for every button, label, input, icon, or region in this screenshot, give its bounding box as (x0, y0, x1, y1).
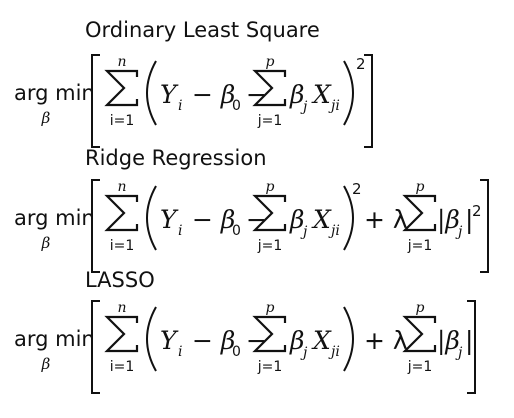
left-bracket (91, 54, 100, 148)
ols-title: Ordinary Least Square (85, 18, 320, 42)
y-subscript-i: i (178, 98, 182, 114)
beta-zero-subscript: 0 (232, 223, 241, 239)
ridge-title: Ridge Regression (85, 146, 267, 170)
minus-sign: − (246, 80, 267, 109)
beta-j: β (289, 326, 304, 355)
beta-zero-subscript: 0 (232, 98, 241, 114)
x-variable: X (311, 205, 332, 234)
abs-beta-j: |β (437, 205, 460, 235)
sum-j-upper-limit: p (266, 54, 275, 70)
argmin-subscript-beta: β (41, 234, 51, 252)
x-variable: X (311, 80, 332, 109)
right-parenthesis (343, 185, 354, 251)
abs-close-bar: | (465, 326, 473, 355)
plus-lambda: + λ (364, 205, 408, 234)
sum-i-lower-limit: i=1 (110, 113, 135, 129)
lasso-title: LASSO (85, 268, 155, 292)
x-subscript-ji: ji (328, 344, 340, 360)
minus-beta-zero: − β (192, 326, 235, 355)
left-parenthesis (146, 306, 157, 372)
right-parenthesis (343, 306, 354, 372)
sum-i-upper-limit: n (117, 54, 126, 70)
sum-j-upper-limit: p (266, 300, 275, 316)
minus-beta-zero: − β (192, 80, 235, 109)
penalty-sum-upper-limit: p (416, 300, 425, 316)
penalty-sum-symbol (402, 315, 437, 353)
squared-exponent: 2 (356, 55, 366, 73)
beta-j-subscript: j (300, 345, 308, 361)
argmin-operator: arg min (14, 81, 95, 105)
y-variable: Y (160, 205, 179, 234)
sum-i-upper-limit: n (117, 300, 126, 316)
y-subscript-i: i (178, 223, 182, 239)
minus-beta-zero: − β (192, 205, 235, 234)
argmin-operator: arg min (14, 206, 95, 230)
left-parenthesis (146, 185, 157, 251)
sum-i-symbol (104, 69, 139, 107)
penalty-squared-exponent: 2 (472, 202, 482, 220)
sum-j-lower-limit: j=1 (257, 113, 283, 129)
beta-j: β (289, 80, 304, 109)
beta-j-subscript: j (300, 99, 308, 115)
beta-j: β (289, 205, 304, 234)
sum-j-lower-limit: j=1 (257, 359, 283, 375)
squared-exponent: 2 (352, 180, 362, 198)
sum-i-lower-limit: i=1 (110, 359, 135, 375)
penalty-sum-lower-limit: j=1 (407, 238, 433, 254)
sum-i-lower-limit: i=1 (110, 238, 135, 254)
penalty-sum-lower-limit: j=1 (407, 359, 433, 375)
y-variable: Y (160, 326, 179, 355)
y-variable: Y (160, 80, 179, 109)
left-bracket (91, 179, 100, 273)
abs-close-bar: | (465, 205, 473, 234)
sum-i-upper-limit: n (117, 179, 126, 195)
left-bracket (91, 300, 100, 394)
beta-j-subscript: j (300, 224, 308, 240)
abs-beta-j-subscript: j (455, 345, 463, 361)
sum-i-symbol (104, 194, 139, 232)
minus-sign: − (246, 326, 267, 355)
sum-j-symbol (252, 315, 287, 353)
right-bracket (364, 54, 373, 148)
x-subscript-ji: ji (328, 223, 340, 239)
sum-j-symbol (252, 194, 287, 232)
penalty-sum-upper-limit: p (416, 179, 425, 195)
sum-j-upper-limit: p (266, 179, 275, 195)
sum-j-symbol (252, 69, 287, 107)
argmin-operator: arg min (14, 327, 95, 351)
minus-sign: − (246, 205, 267, 234)
right-bracket (480, 179, 489, 273)
abs-beta-j-subscript: j (455, 224, 463, 240)
sum-i-symbol (104, 315, 139, 353)
sum-j-lower-limit: j=1 (257, 238, 283, 254)
plus-lambda: + λ (364, 326, 408, 355)
right-bracket (467, 300, 476, 394)
beta-zero-subscript: 0 (232, 344, 241, 360)
left-parenthesis (146, 60, 157, 126)
x-variable: X (311, 326, 332, 355)
penalty-sum-symbol (402, 194, 437, 232)
x-subscript-ji: ji (328, 98, 340, 114)
y-subscript-i: i (178, 344, 182, 360)
right-parenthesis (343, 60, 354, 126)
argmin-subscript-beta: β (41, 355, 51, 373)
abs-beta-j: |β (437, 326, 460, 356)
argmin-subscript-beta: β (41, 109, 51, 127)
